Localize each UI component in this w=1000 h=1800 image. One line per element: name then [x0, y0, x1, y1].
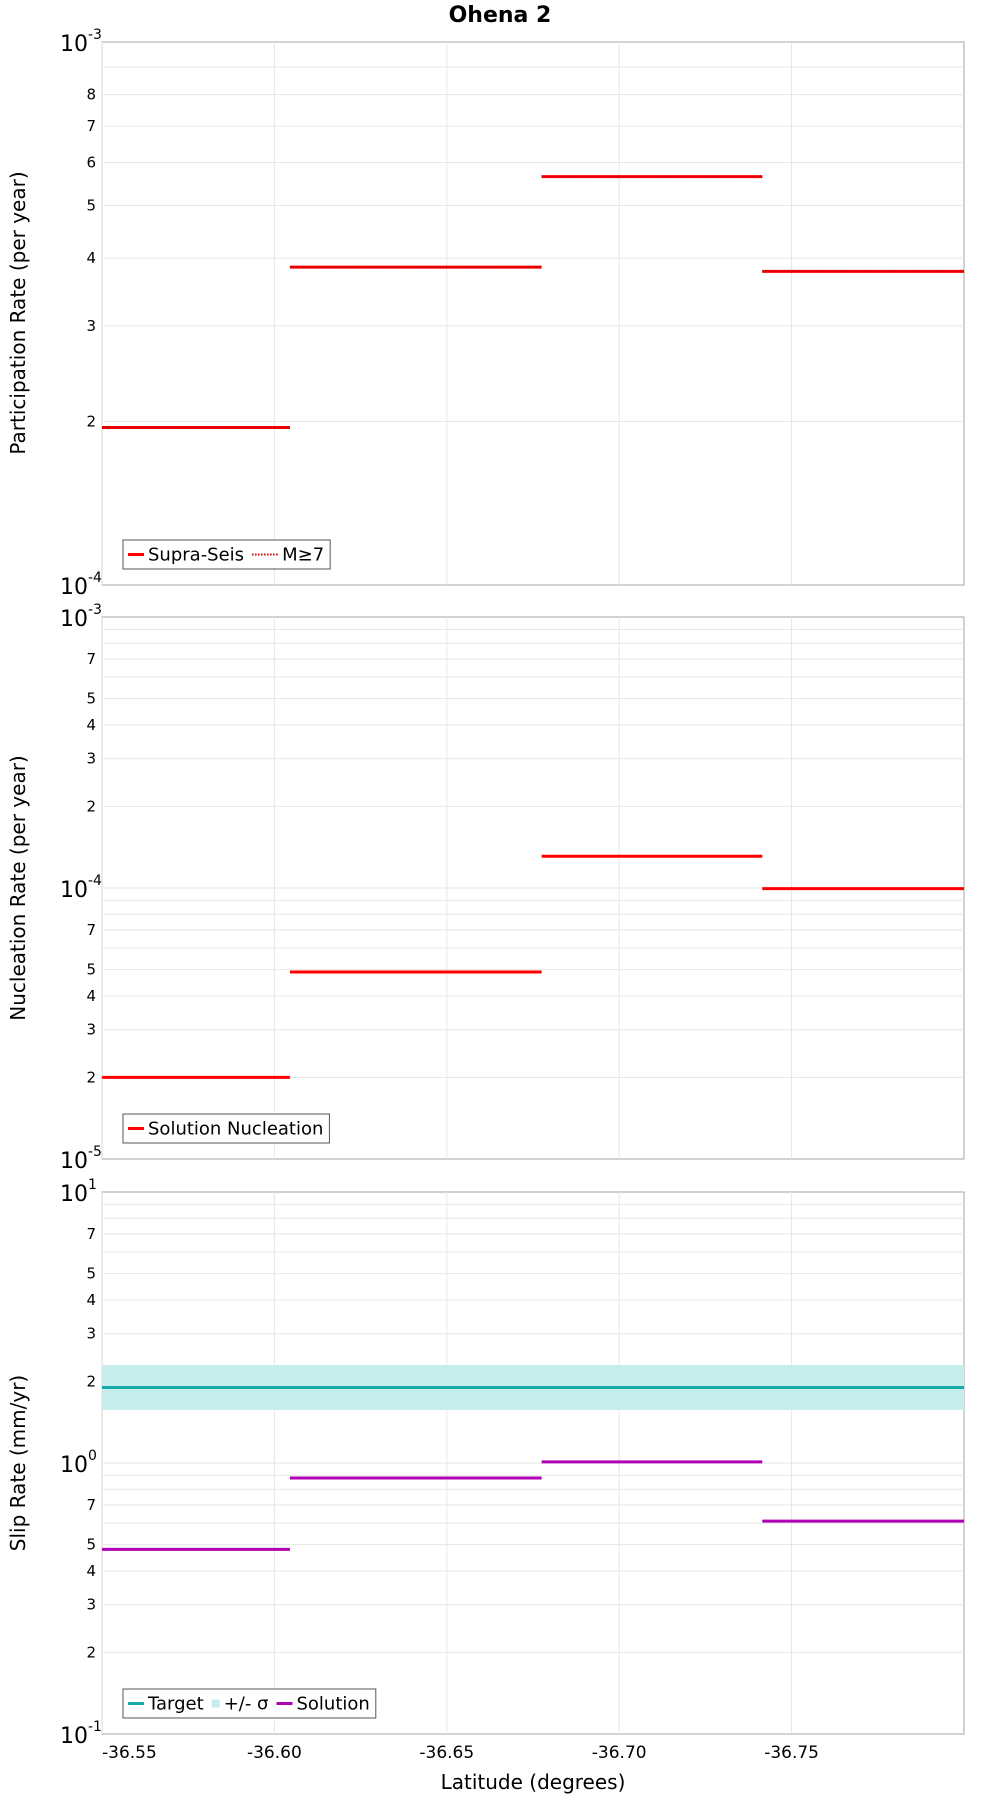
- y-tick-label: 10: [60, 575, 88, 600]
- y-axis-label: Slip Rate (mm/yr): [6, 1375, 30, 1551]
- y-tick-exponent: -4: [88, 873, 102, 889]
- y-tick-label: 4: [86, 1291, 96, 1309]
- y-tick-label: 2: [86, 1068, 96, 1086]
- y-tick-label: 5: [86, 1265, 96, 1283]
- y-tick-label: 5: [86, 1536, 96, 1554]
- y-tick-label: 2: [86, 413, 96, 431]
- y-tick-label: 7: [86, 921, 96, 939]
- legend-frame: [122, 1688, 377, 1719]
- y-tick-label: 5: [86, 961, 96, 979]
- y-tick-label: 7: [86, 1225, 96, 1243]
- y-tick-exponent: -5: [88, 1144, 102, 1160]
- chart-title: Ohena 2: [449, 3, 552, 28]
- y-axis-label: Participation Rate (per year): [6, 171, 30, 454]
- legend-label: M≥7: [282, 545, 324, 566]
- y-tick-label: 2: [86, 797, 96, 815]
- legend-label: Solution Nucleation: [148, 1119, 323, 1140]
- y-tick-label: 5: [86, 690, 96, 708]
- y-tick-label: 3: [86, 1325, 96, 1343]
- legend-label: Solution: [296, 1694, 369, 1715]
- y-tick-exponent: 0: [88, 1448, 97, 1464]
- y-tick-exponent: 1: [88, 1177, 97, 1193]
- legend-label: Target: [147, 1694, 204, 1715]
- y-tick-label: 4: [86, 987, 96, 1005]
- y-tick-label: 8: [86, 86, 96, 104]
- y-tick-label: 6: [86, 153, 96, 171]
- y-tick-label: 5: [86, 196, 96, 214]
- legend: Solution Nucleation: [122, 1113, 330, 1144]
- y-axis-label: Nucleation Rate (per year): [6, 755, 30, 1020]
- y-tick-exponent: -3: [88, 602, 102, 618]
- y-tick-label: 3: [86, 1596, 96, 1614]
- y-tick-label: 3: [86, 750, 96, 768]
- legend-label: Supra-Seis: [148, 545, 244, 566]
- y-tick-label: 4: [86, 1562, 96, 1580]
- y-tick-exponent: -3: [88, 27, 102, 43]
- x-tick-label: -36.60: [247, 1743, 302, 1763]
- x-tick-label: -36.70: [592, 1743, 647, 1763]
- y-tick-label: 7: [86, 650, 96, 668]
- y-tick-label: 2: [86, 1643, 96, 1661]
- y-tick-label: 3: [86, 317, 96, 335]
- y-tick-label: 4: [86, 716, 96, 734]
- x-tick-label: -36.65: [419, 1743, 474, 1763]
- legend-label: +/- σ: [224, 1694, 269, 1715]
- y-tick-label: 4: [86, 249, 96, 267]
- y-tick-label: 10: [60, 1182, 88, 1207]
- y-tick-label: 10: [60, 607, 88, 632]
- y-tick-label: 10: [60, 878, 88, 903]
- plot-frame: [101, 41, 965, 586]
- legend: Target +/- σ Solution: [122, 1688, 377, 1719]
- x-tick-label: -36.75: [764, 1743, 819, 1763]
- y-tick-label: 10: [60, 32, 88, 57]
- legend-frame: [122, 539, 331, 570]
- x-tick-label: -36.55: [102, 1743, 157, 1763]
- y-tick-label: 10: [60, 1453, 88, 1478]
- y-tick-exponent: -1: [88, 1719, 102, 1735]
- legend-swatch-band: [211, 1699, 220, 1708]
- y-tick-label: 7: [86, 117, 96, 135]
- y-tick-label: 3: [86, 1021, 96, 1039]
- y-tick-exponent: -4: [88, 570, 102, 586]
- y-tick-label: 2: [86, 1372, 96, 1390]
- y-tick-label: 10: [60, 1149, 88, 1174]
- x-axis-label: Latitude (degrees): [441, 1770, 626, 1794]
- legend-frame: [122, 1113, 330, 1144]
- y-tick-label: 7: [86, 1496, 96, 1514]
- y-tick-label: 10: [60, 1724, 88, 1749]
- legend: Supra-Seis M≥7: [122, 539, 331, 570]
